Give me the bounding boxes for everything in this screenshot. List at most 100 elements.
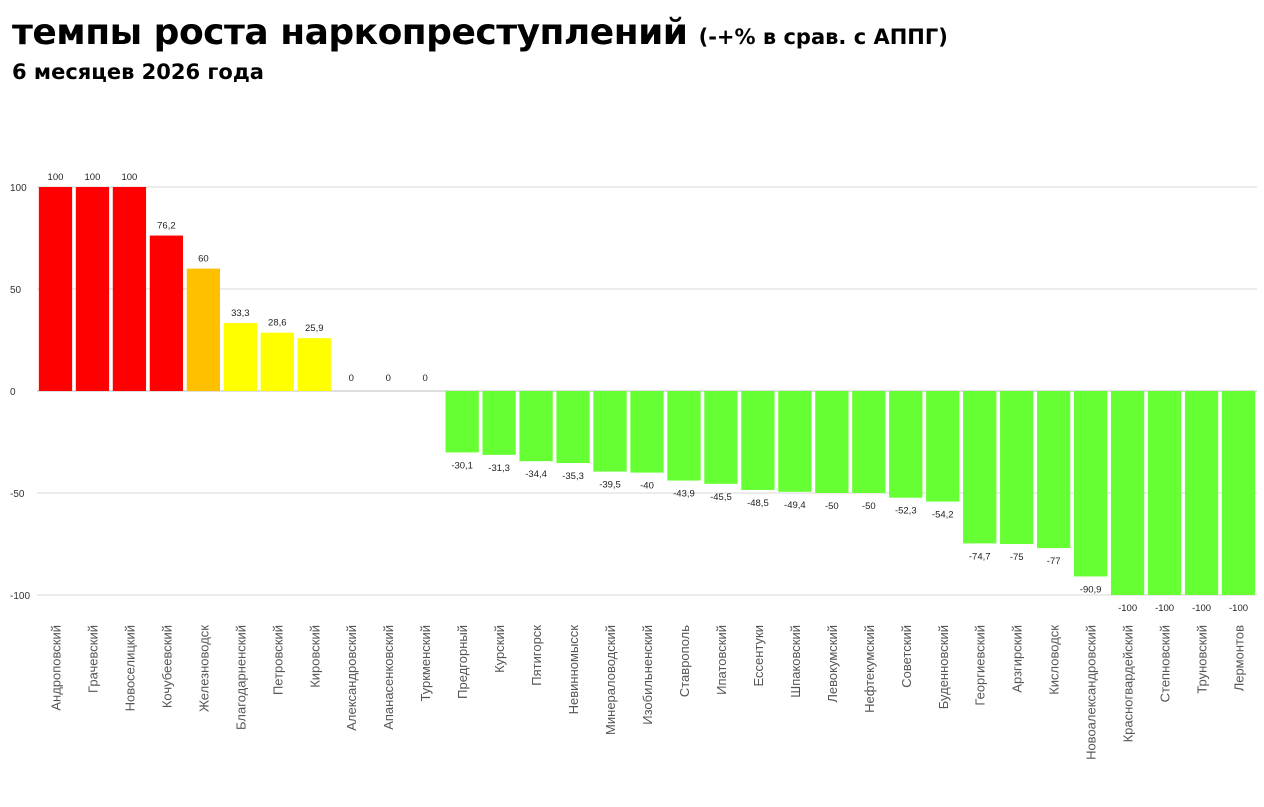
bar [1037, 391, 1071, 549]
x-tick-label: Кисловодск [1047, 625, 1062, 695]
data-label: -40 [640, 481, 654, 492]
x-tick-label: Кировский [307, 625, 322, 688]
x-tick-label: Лермонтов [1232, 625, 1247, 691]
x-tick-label: Минераловодский [603, 625, 618, 735]
x-tick-label: Туркменский [418, 625, 433, 702]
bar [1147, 391, 1182, 595]
bar [186, 268, 220, 391]
data-label: -100 [1118, 603, 1137, 614]
data-label: 100 [121, 172, 137, 183]
data-label: -75 [1010, 552, 1024, 563]
x-tick-label: Кочубеевский [159, 625, 174, 708]
bar [112, 187, 147, 391]
data-label: -77 [1047, 556, 1061, 567]
x-tick-label: Степновский [1158, 625, 1173, 702]
chart-subtitle: 6 месяцев 2026 года [12, 60, 264, 84]
data-label: 0 [386, 373, 391, 384]
y-tick-label: 50 [10, 285, 22, 296]
x-tick-label: Петровский [270, 625, 285, 695]
x-tick-label: Георгиевский [973, 625, 988, 706]
data-label: -48,5 [747, 498, 769, 509]
x-tick-label: Изобильненский [640, 625, 655, 725]
data-label: -31,3 [488, 463, 510, 474]
bar [1000, 391, 1034, 544]
bar [889, 391, 923, 498]
data-label: 0 [349, 373, 354, 384]
data-label: -54,2 [932, 510, 954, 521]
x-tick-label: Апанасенковский [381, 625, 396, 730]
bar [630, 391, 664, 473]
bar [852, 391, 886, 493]
data-label: -100 [1155, 603, 1174, 614]
bar [926, 391, 960, 502]
x-tick-label: Ипатовский [714, 625, 729, 695]
data-label: 25,9 [305, 323, 324, 334]
data-label: 33,3 [231, 308, 250, 319]
bar [149, 235, 184, 391]
x-tick-label: Пятигорск [529, 625, 544, 686]
bar [297, 338, 331, 391]
bar [815, 391, 849, 493]
data-label: -39,5 [599, 480, 621, 491]
bar [1110, 391, 1145, 595]
bar [445, 391, 479, 453]
x-tick-label: Красногвардейский [1121, 625, 1136, 742]
y-tick-label: -100 [10, 591, 30, 602]
bar [482, 391, 516, 455]
x-tick-label: Арзгирский [1010, 625, 1025, 693]
x-tick-label: Шпаковский [788, 625, 803, 698]
bar [223, 323, 257, 391]
bar [963, 391, 997, 544]
x-tick-label: Нефтекумский [862, 625, 877, 713]
y-tick-label: -50 [10, 489, 25, 500]
bar [556, 391, 590, 464]
data-label: -34,4 [525, 469, 547, 480]
bar [778, 391, 812, 492]
x-tick-label: Александровский [344, 625, 359, 731]
data-label: 100 [48, 172, 64, 183]
x-tick-label: Ставрополь [677, 625, 692, 697]
data-label: -52,3 [895, 506, 917, 517]
chart-title-main: темпы роста наркопреступлений [12, 12, 688, 53]
data-label: -90,9 [1080, 584, 1102, 595]
bar [667, 391, 701, 481]
x-tick-label: Предгорный [455, 625, 470, 699]
x-tick-label: Новоселицкий [122, 625, 137, 711]
x-tick-label: Благодарненский [233, 625, 248, 730]
data-label: -50 [862, 501, 876, 512]
bar [1184, 391, 1219, 595]
bar [1074, 391, 1108, 577]
data-label: -45,5 [710, 492, 732, 503]
data-label: -50 [825, 501, 839, 512]
chart-title-note: (-+% в срав. с АППГ) [698, 25, 948, 49]
x-tick-label: Андроповский [48, 625, 63, 711]
bar [704, 391, 738, 484]
x-tick-label: Буденновский [936, 625, 951, 709]
bar [741, 391, 775, 490]
data-label: 60 [198, 254, 209, 265]
x-tick-label: Левокумский [825, 625, 840, 703]
data-label: -35,3 [562, 471, 584, 482]
chart-title: темпы роста наркопреступлений (-+% в сра… [12, 12, 948, 53]
x-tick-label: Советский [899, 625, 914, 688]
bar [593, 391, 627, 472]
data-label: 76,2 [157, 221, 176, 232]
bar [260, 332, 294, 391]
data-label: -49,4 [784, 500, 806, 511]
x-tick-label: Новоалександровский [1084, 625, 1099, 760]
data-label: -43,9 [673, 489, 695, 500]
bar [1221, 391, 1256, 595]
data-label: -100 [1229, 603, 1248, 614]
x-tick-label: Ессентуки [751, 625, 766, 686]
bar [519, 391, 553, 462]
y-tick-label: 100 [10, 183, 27, 194]
x-tick-label: Железноводск [196, 625, 211, 712]
data-label: -30,1 [451, 460, 473, 471]
data-label: 100 [85, 172, 101, 183]
y-tick-label: 0 [10, 387, 16, 398]
data-label: 0 [423, 373, 428, 384]
data-label: 28,6 [268, 318, 287, 329]
data-label: -100 [1192, 603, 1211, 614]
bar [75, 187, 110, 391]
